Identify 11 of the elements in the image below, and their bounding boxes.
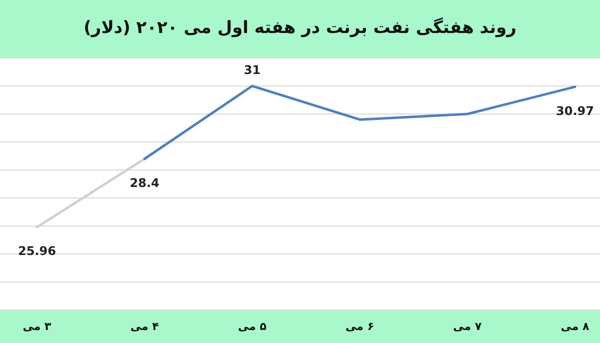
data-label: 30.97 bbox=[556, 104, 594, 118]
data-label: 28.4 bbox=[130, 176, 160, 190]
x-tick-label: ۵ می bbox=[238, 320, 267, 333]
x-tick-label: ۴ می bbox=[130, 320, 160, 333]
data-label: 31 bbox=[244, 63, 261, 77]
data-label: 25.96 bbox=[18, 244, 56, 258]
x-tick-label: ۶ می bbox=[346, 320, 374, 333]
x-tick-label: ۸ می bbox=[560, 320, 590, 333]
chart-title: روند هفتگی نفت برنت در هفته اول می ۲۰۲۰ (دلار) bbox=[84, 17, 516, 38]
x-tick-label: ۷ می bbox=[453, 320, 482, 333]
x-tick-label: ۳ می bbox=[22, 320, 52, 333]
